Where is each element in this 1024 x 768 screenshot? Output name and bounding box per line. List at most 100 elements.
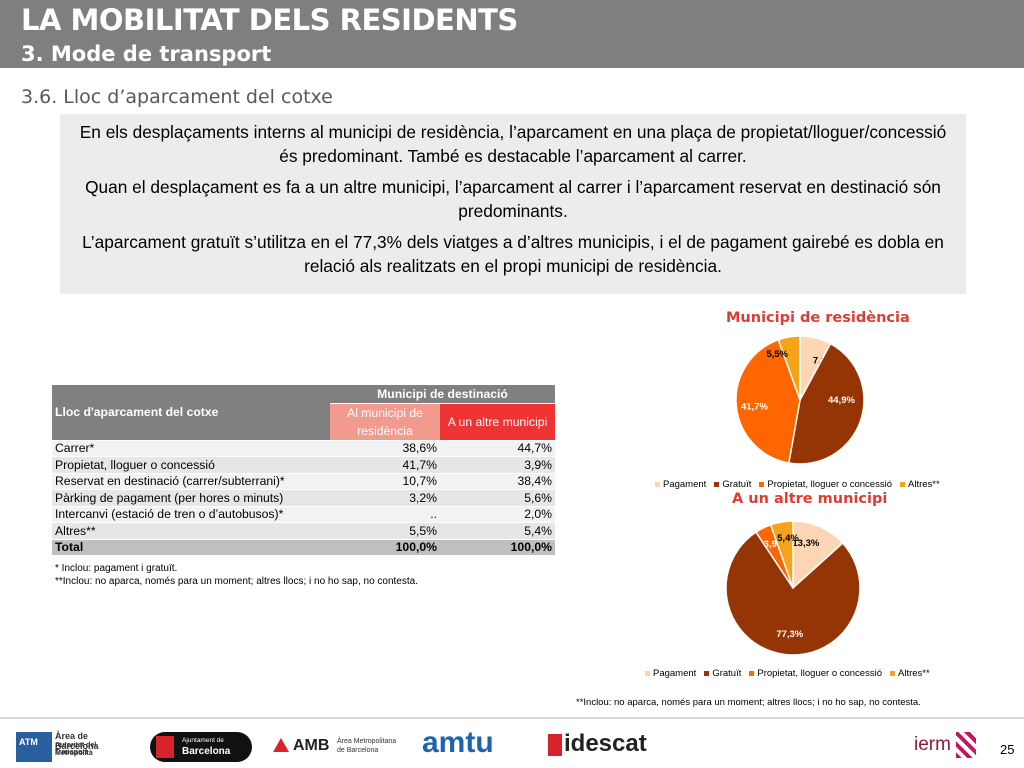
atm-logo: ATM Àrea de Barcelona Autoritat del Tran… bbox=[16, 729, 128, 763]
amtu-logo: amtu bbox=[422, 726, 494, 759]
row-value-res: 41,7% bbox=[330, 456, 440, 474]
row-label: Pàrking de pagament (per hores o minuts) bbox=[52, 489, 330, 507]
pie-data-label: 5,4% bbox=[777, 533, 799, 544]
legend-swatch bbox=[749, 670, 755, 676]
legend-item: Pagament bbox=[655, 479, 706, 490]
legend-label: Propietat, lloguer o concessió bbox=[767, 479, 892, 490]
atm-line-2: Autoritat del Transport bbox=[55, 742, 97, 756]
pie-data-label: 77,3% bbox=[776, 629, 803, 640]
pie-slice bbox=[725, 531, 861, 656]
table-row: Carrer* 38,6% 44,7% bbox=[52, 440, 555, 457]
legend-item: Altres** bbox=[900, 479, 940, 490]
pie-data-label: 41,7% bbox=[741, 401, 768, 412]
table-row: Altres** 5,5% 5,4% bbox=[52, 522, 555, 540]
table-row: Pàrking de pagament (per hores o minuts)… bbox=[52, 489, 555, 507]
row-label: Carrer* bbox=[52, 440, 330, 457]
legend-label: Pagament bbox=[653, 668, 697, 679]
legend-item: Gratuït bbox=[704, 668, 741, 679]
summary-paragraph: En els desplaçaments interns al municipi… bbox=[79, 122, 947, 166]
table-header-res: Al municipi de residència bbox=[330, 403, 440, 441]
legend-swatch bbox=[890, 670, 895, 676]
legend-swatch bbox=[645, 670, 650, 676]
legend-item: Propietat, lloguer o concessió bbox=[759, 479, 892, 490]
row-value-res: 3,2% bbox=[330, 489, 440, 507]
footnote-right: **Inclou: no aparca, només para un momen… bbox=[576, 697, 921, 708]
legend-swatch bbox=[714, 481, 720, 487]
legend-label: Gratuït bbox=[712, 668, 742, 679]
table-row: Propietat, lloguer o concessió 41,7% 3,9% bbox=[52, 456, 555, 474]
header-bar: LA MOBILITAT DELS RESIDENTS 3. Mode de t… bbox=[0, 0, 1024, 68]
legend-other: Pagament Gratuït Propietat, lloguer o conc… bbox=[645, 668, 930, 679]
row-label: Reservat en destinació (carrer/subterran… bbox=[52, 473, 330, 490]
table-row: Reservat en destinació (carrer/subterran… bbox=[52, 473, 555, 490]
footer-divider bbox=[0, 717, 1024, 719]
ajuntament-line-2: Barcelona bbox=[182, 746, 231, 757]
legend-item: Propietat, lloguer o concessió bbox=[749, 668, 882, 679]
legend-label: Altres** bbox=[908, 479, 940, 490]
ajuntament-line-1: Ajuntament de bbox=[182, 737, 224, 744]
footer-logos: ATM Àrea de Barcelona Autoritat del Tran… bbox=[0, 724, 1024, 768]
pie-slice bbox=[792, 520, 844, 590]
pie-slice bbox=[769, 520, 794, 589]
table-header-main: Lloc d'aparcament del cotxe bbox=[52, 385, 330, 441]
row-label: Propietat, lloguer o concessió bbox=[52, 456, 330, 474]
legend-item: Pagament bbox=[645, 668, 696, 679]
pie-chart-other: 13,3% 77,3% 3,9%5,4% bbox=[725, 520, 861, 656]
chart-title-residence: Municipi de residència bbox=[726, 310, 910, 326]
atm-logo-mark bbox=[16, 732, 52, 762]
chart-title-other: A un altre municipi bbox=[732, 491, 888, 507]
legend-swatch bbox=[759, 481, 765, 487]
row-value-alt: 3,9% bbox=[440, 456, 555, 474]
pie-chart-residence: 7,9%44,9%41,7%5,5% bbox=[735, 335, 865, 465]
pie-data-label: 13,3% bbox=[792, 538, 819, 549]
total-label: Total bbox=[52, 539, 330, 556]
legend-residence: Pagament Gratuït Propietat, lloguer o conc… bbox=[655, 479, 940, 490]
table-header-group: Municipi de destinació bbox=[330, 385, 555, 404]
row-value-alt: 2,0% bbox=[440, 506, 555, 523]
table-notes: * Inclou: pagament i gratuït. **Inclou: … bbox=[55, 562, 418, 588]
idescat-wordmark: idescat bbox=[564, 730, 647, 757]
amb-line-1: Àrea Metropolitana bbox=[337, 738, 397, 745]
row-value-alt: 5,6% bbox=[440, 489, 555, 507]
pie-slice bbox=[735, 338, 801, 464]
table-row: Intercanvi (estació de tren o d’autobuso… bbox=[52, 506, 555, 523]
pie-slice bbox=[787, 342, 865, 465]
page-number: 25 bbox=[1000, 742, 1015, 757]
row-value-res: .. bbox=[330, 506, 440, 523]
row-value-alt: 44,7% bbox=[440, 440, 555, 457]
pie-data-label: 44,9% bbox=[828, 395, 855, 406]
pie-slice bbox=[777, 335, 801, 401]
row-label: Altres** bbox=[52, 522, 330, 540]
summary-paragraph: L’aparcament gratuït s’utilitza en el 77… bbox=[82, 232, 944, 276]
row-value-res: 10,7% bbox=[330, 473, 440, 490]
row-value-alt: 5,4% bbox=[440, 522, 555, 540]
amb-triangle-icon bbox=[273, 738, 289, 752]
amb-wordmark: AMB bbox=[293, 737, 330, 754]
pie-data-label: 5,5% bbox=[766, 349, 788, 360]
legend-label: Altres** bbox=[898, 668, 930, 679]
legend-label: Propietat, lloguer o concessió bbox=[757, 668, 882, 679]
ierm-pattern-icon bbox=[956, 732, 977, 758]
ierm-wordmark: ierm bbox=[914, 734, 951, 756]
legend-label: Pagament bbox=[663, 479, 707, 490]
table-header-alt: A un altre municipi bbox=[440, 403, 555, 441]
row-value-res: 38,6% bbox=[330, 440, 440, 457]
legend-item: Gratuït bbox=[714, 479, 751, 490]
ajuntament-shield-icon bbox=[156, 736, 174, 758]
idescat-logo: idescat bbox=[548, 730, 647, 758]
pie-data-label: 3,9% bbox=[764, 539, 786, 550]
legend-item: Altres** bbox=[890, 668, 930, 679]
amb-line-2: de Barcelona bbox=[337, 747, 379, 754]
table-total-row: Total 100,0% 100,0% bbox=[52, 539, 555, 556]
row-value-res: 5,5% bbox=[330, 522, 440, 540]
ajuntament-logo: Ajuntament de Barcelona bbox=[150, 732, 252, 762]
summary-paragraph: Quan el desplaçament es fa a un altre mu… bbox=[85, 177, 941, 221]
atm-badge: ATM bbox=[19, 737, 38, 747]
row-label: Intercanvi (estació de tren o d’autobuso… bbox=[52, 506, 330, 523]
note-2: **Inclou: no aparca, només para un momen… bbox=[55, 576, 418, 587]
ierm-logo: ierm bbox=[914, 732, 977, 758]
legend-swatch bbox=[704, 670, 710, 676]
parking-table: Lloc d'aparcament del cotxe Municipi de … bbox=[52, 385, 555, 556]
row-value-alt: 38,4% bbox=[440, 473, 555, 490]
page-subtitle: 3. Mode de transport bbox=[21, 42, 272, 66]
